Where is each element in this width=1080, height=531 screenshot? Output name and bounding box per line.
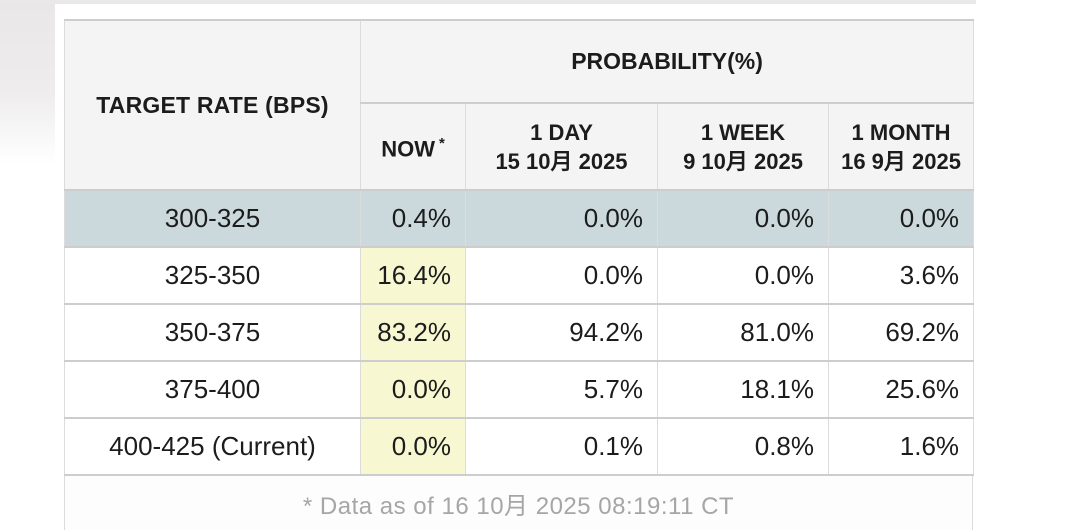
- now-probability-cell: 0.4%: [360, 189, 466, 248]
- column-header-1month: 1 MONTH 16 9月 2025: [827, 102, 975, 191]
- now-label: NOW: [381, 136, 435, 162]
- day-probability-cell: 0.1%: [465, 417, 658, 476]
- table-row-400-425-current: 400-425 (Current) 0.0% 0.1% 0.8% 1.6%: [64, 417, 975, 476]
- column-header-now: NOW *: [360, 102, 466, 191]
- week-probability-cell: 81.0%: [657, 303, 829, 362]
- day-probability-cell: 0.0%: [465, 246, 658, 305]
- month-probability-cell: 69.2%: [827, 303, 975, 362]
- footnote-asterisk: *: [438, 135, 445, 153]
- fedwatch-probability-table: TARGET RATE (BPS) PROBABILITY(%) NOW * 1 …: [64, 19, 975, 530]
- table-row-325-350: 325-350 16.4% 0.0% 0.0% 3.6%: [64, 246, 975, 305]
- month-probability-cell: 0.0%: [827, 189, 975, 248]
- table-row-350-375: 350-375 83.2% 94.2% 81.0% 69.2%: [64, 303, 975, 362]
- week-probability-cell: 0.0%: [657, 189, 829, 248]
- header-row-top: TARGET RATE (BPS) PROBABILITY(%): [64, 19, 975, 191]
- header-row-columns: NOW * 1 DAY 15 10月 2025 1 WEEK 9 10月 2025…: [65, 102, 975, 191]
- column-period-label: 1 DAY: [530, 119, 593, 145]
- probability-header: PROBABILITY(%): [359, 19, 975, 104]
- target-rate-header: TARGET RATE (BPS): [64, 19, 361, 191]
- now-probability-cell: 0.0%: [360, 360, 466, 419]
- column-date-label: 9 10月 2025: [683, 148, 803, 174]
- data-as-of-footnote: * Data as of 16 10月 2025 08:19:11 CT: [64, 476, 973, 530]
- target-rate-cell: 400-425 (Current): [64, 417, 361, 476]
- now-probability-cell: 16.4%: [360, 246, 466, 305]
- column-date-label: 15 10月 2025: [495, 148, 628, 174]
- day-probability-cell: 0.0%: [465, 189, 658, 248]
- week-probability-cell: 0.0%: [657, 246, 829, 305]
- target-rate-cell: 325-350: [64, 246, 361, 305]
- table-row-375-400: 375-400 0.0% 5.7% 18.1% 25.6%: [64, 360, 975, 419]
- left-margin-shade: [0, 4, 55, 164]
- target-rate-probability-table: TARGET RATE (BPS) PROBABILITY(%) NOW * 1 …: [64, 19, 975, 476]
- month-probability-cell: 25.6%: [827, 360, 975, 419]
- column-period-label: 1 WEEK: [700, 119, 786, 145]
- target-rate-cell: 375-400: [64, 360, 361, 419]
- now-probability-cell: 83.2%: [360, 303, 466, 362]
- column-header-1day: 1 DAY 15 10月 2025: [465, 102, 658, 191]
- table-row-300-325: 300-325 0.4% 0.0% 0.0% 0.0%: [64, 189, 975, 248]
- month-probability-cell: 3.6%: [827, 246, 975, 305]
- month-probability-cell: 1.6%: [827, 417, 975, 476]
- week-probability-cell: 0.8%: [657, 417, 829, 476]
- target-rate-cell: 350-375: [64, 303, 361, 362]
- column-header-1week: 1 WEEK 9 10月 2025: [657, 102, 829, 191]
- week-probability-cell: 18.1%: [657, 360, 829, 419]
- now-probability-cell: 0.0%: [360, 417, 466, 476]
- target-rate-cell: 300-325: [64, 189, 361, 248]
- day-probability-cell: 94.2%: [465, 303, 658, 362]
- day-probability-cell: 5.7%: [465, 360, 658, 419]
- column-date-label: 16 9月 2025: [841, 148, 961, 174]
- page-top-strip: [0, 0, 976, 4]
- column-period-label: 1 MONTH: [851, 119, 951, 145]
